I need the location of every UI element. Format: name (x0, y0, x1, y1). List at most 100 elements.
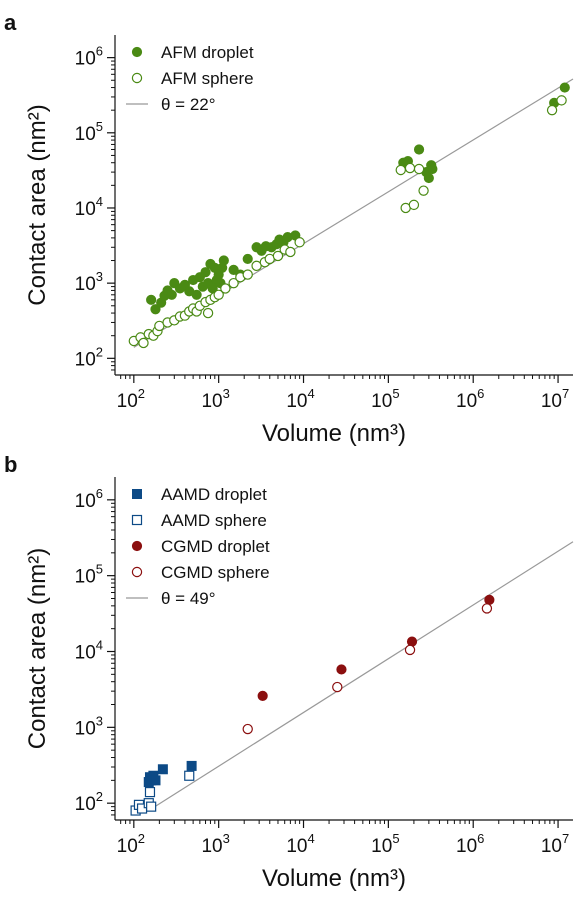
x-tick-exponent: 3 (223, 386, 230, 401)
x-tick-label: 103 (201, 386, 229, 412)
x-tick-exponent: 7 (562, 386, 569, 401)
panel-b: b 102 103 104 105 106 107102103104105106Volum… (4, 452, 574, 892)
x-tick-exponent: 4 (307, 831, 314, 846)
x-tick-base: 10 (117, 391, 138, 412)
y-tick-base: 10 (75, 567, 96, 588)
data-point (242, 253, 253, 265)
scatter-plot-a: 102 103 104 105 106 107102103104105106Volume … (24, 35, 574, 447)
x-tick-exponent: 5 (392, 831, 399, 846)
data-point (228, 277, 239, 289)
x-tick-label: 104 (286, 831, 314, 857)
data-point (559, 82, 570, 93)
x-tick-exponent: 6 (477, 386, 484, 401)
y-tick-exponent: 6 (96, 486, 103, 501)
y-tick-label: 106 (75, 486, 103, 512)
data-point (184, 770, 195, 781)
y-tick-label: 105 (75, 562, 103, 588)
legend-label: CGMD sphere (161, 563, 270, 582)
x-tick-exponent: 2 (138, 386, 145, 401)
panel-letter-a: a (4, 10, 17, 35)
x-tick-base: 10 (117, 836, 138, 857)
data-point (413, 163, 425, 175)
legend-label: CGMD droplet (161, 537, 270, 556)
y-tick-base: 10 (75, 718, 96, 739)
y-tick-label: 102 (75, 344, 103, 370)
x-tick-label: 106 (456, 386, 484, 412)
x-axis-title: Volume (nm³) (262, 420, 406, 447)
legend-marker (131, 566, 143, 578)
data-point (395, 164, 406, 176)
legend-marker (131, 72, 143, 84)
data-point (218, 255, 229, 266)
data-point (336, 664, 347, 675)
x-tick-exponent: 5 (392, 386, 399, 401)
data-point (556, 95, 567, 106)
y-tick-label: 106 (75, 44, 103, 70)
scatter-plot-b: 102 103 104 105 106 107102103104105106Volume … (24, 477, 574, 892)
y-tick-label: 104 (75, 638, 103, 664)
data-point (191, 289, 202, 300)
x-tick-label: 105 (371, 386, 399, 412)
y-tick-exponent: 5 (96, 562, 103, 577)
x-tick-base: 10 (286, 391, 307, 412)
y-tick-base: 10 (75, 124, 96, 145)
data-point (144, 786, 156, 798)
y-tick-base: 10 (75, 794, 96, 815)
y-tick-exponent: 5 (96, 119, 103, 134)
x-tick-label: 103 (201, 831, 229, 857)
y-axis-title: Contact area (nm²) (24, 548, 51, 749)
x-tick-label: 104 (286, 386, 314, 412)
data-point (138, 337, 149, 349)
x-tick-base: 10 (201, 391, 222, 412)
y-tick-exponent: 3 (96, 269, 103, 284)
data-point (157, 764, 168, 775)
x-tick-label: 107 (541, 831, 569, 857)
data-point (427, 163, 438, 175)
x-tick-exponent: 6 (477, 831, 484, 846)
data-point (404, 644, 416, 656)
y-tick-exponent: 3 (96, 713, 103, 728)
x-tick-exponent: 7 (562, 831, 569, 846)
x-tick-base: 10 (456, 836, 477, 857)
y-tick-exponent: 6 (96, 44, 103, 59)
legend-label: AFM droplet (161, 43, 254, 62)
y-tick-label: 104 (75, 194, 103, 220)
x-tick-base: 10 (201, 836, 222, 857)
y-tick-base: 10 (75, 49, 96, 70)
data-point (213, 289, 224, 300)
data-point (200, 267, 211, 278)
data-point (418, 185, 429, 196)
x-tick-label: 105 (371, 831, 399, 857)
panel-a: a 102 103 104 105 106 107102103104105106Volum… (4, 10, 574, 447)
x-tick-label: 102 (117, 831, 145, 857)
y-tick-exponent: 4 (96, 638, 103, 653)
legend-label: AFM sphere (161, 69, 254, 88)
x-tick-base: 10 (541, 836, 562, 857)
data-point (150, 775, 161, 786)
y-axis-title: Contact area (nm²) (24, 104, 51, 305)
data-point (242, 269, 253, 280)
y-tick-base: 10 (75, 643, 96, 664)
x-tick-base: 10 (371, 836, 392, 857)
legend-marker (131, 514, 143, 526)
x-tick-base: 10 (456, 391, 477, 412)
data-point (202, 307, 214, 319)
data-point (285, 246, 296, 258)
data-point (481, 603, 493, 614)
data-point (404, 162, 416, 174)
data-point (423, 172, 434, 184)
data-point (332, 681, 343, 693)
fit-line (148, 541, 574, 812)
x-tick-base: 10 (541, 391, 562, 412)
data-point (484, 594, 495, 605)
y-tick-exponent: 2 (96, 789, 103, 804)
legend-label: θ = 22° (161, 95, 216, 114)
data-point (272, 250, 284, 262)
data-point (257, 690, 268, 701)
data-point (294, 237, 305, 248)
y-tick-label: 103 (75, 269, 103, 295)
data-point (150, 304, 161, 315)
y-tick-base: 10 (75, 349, 96, 370)
legend-marker (132, 489, 142, 499)
